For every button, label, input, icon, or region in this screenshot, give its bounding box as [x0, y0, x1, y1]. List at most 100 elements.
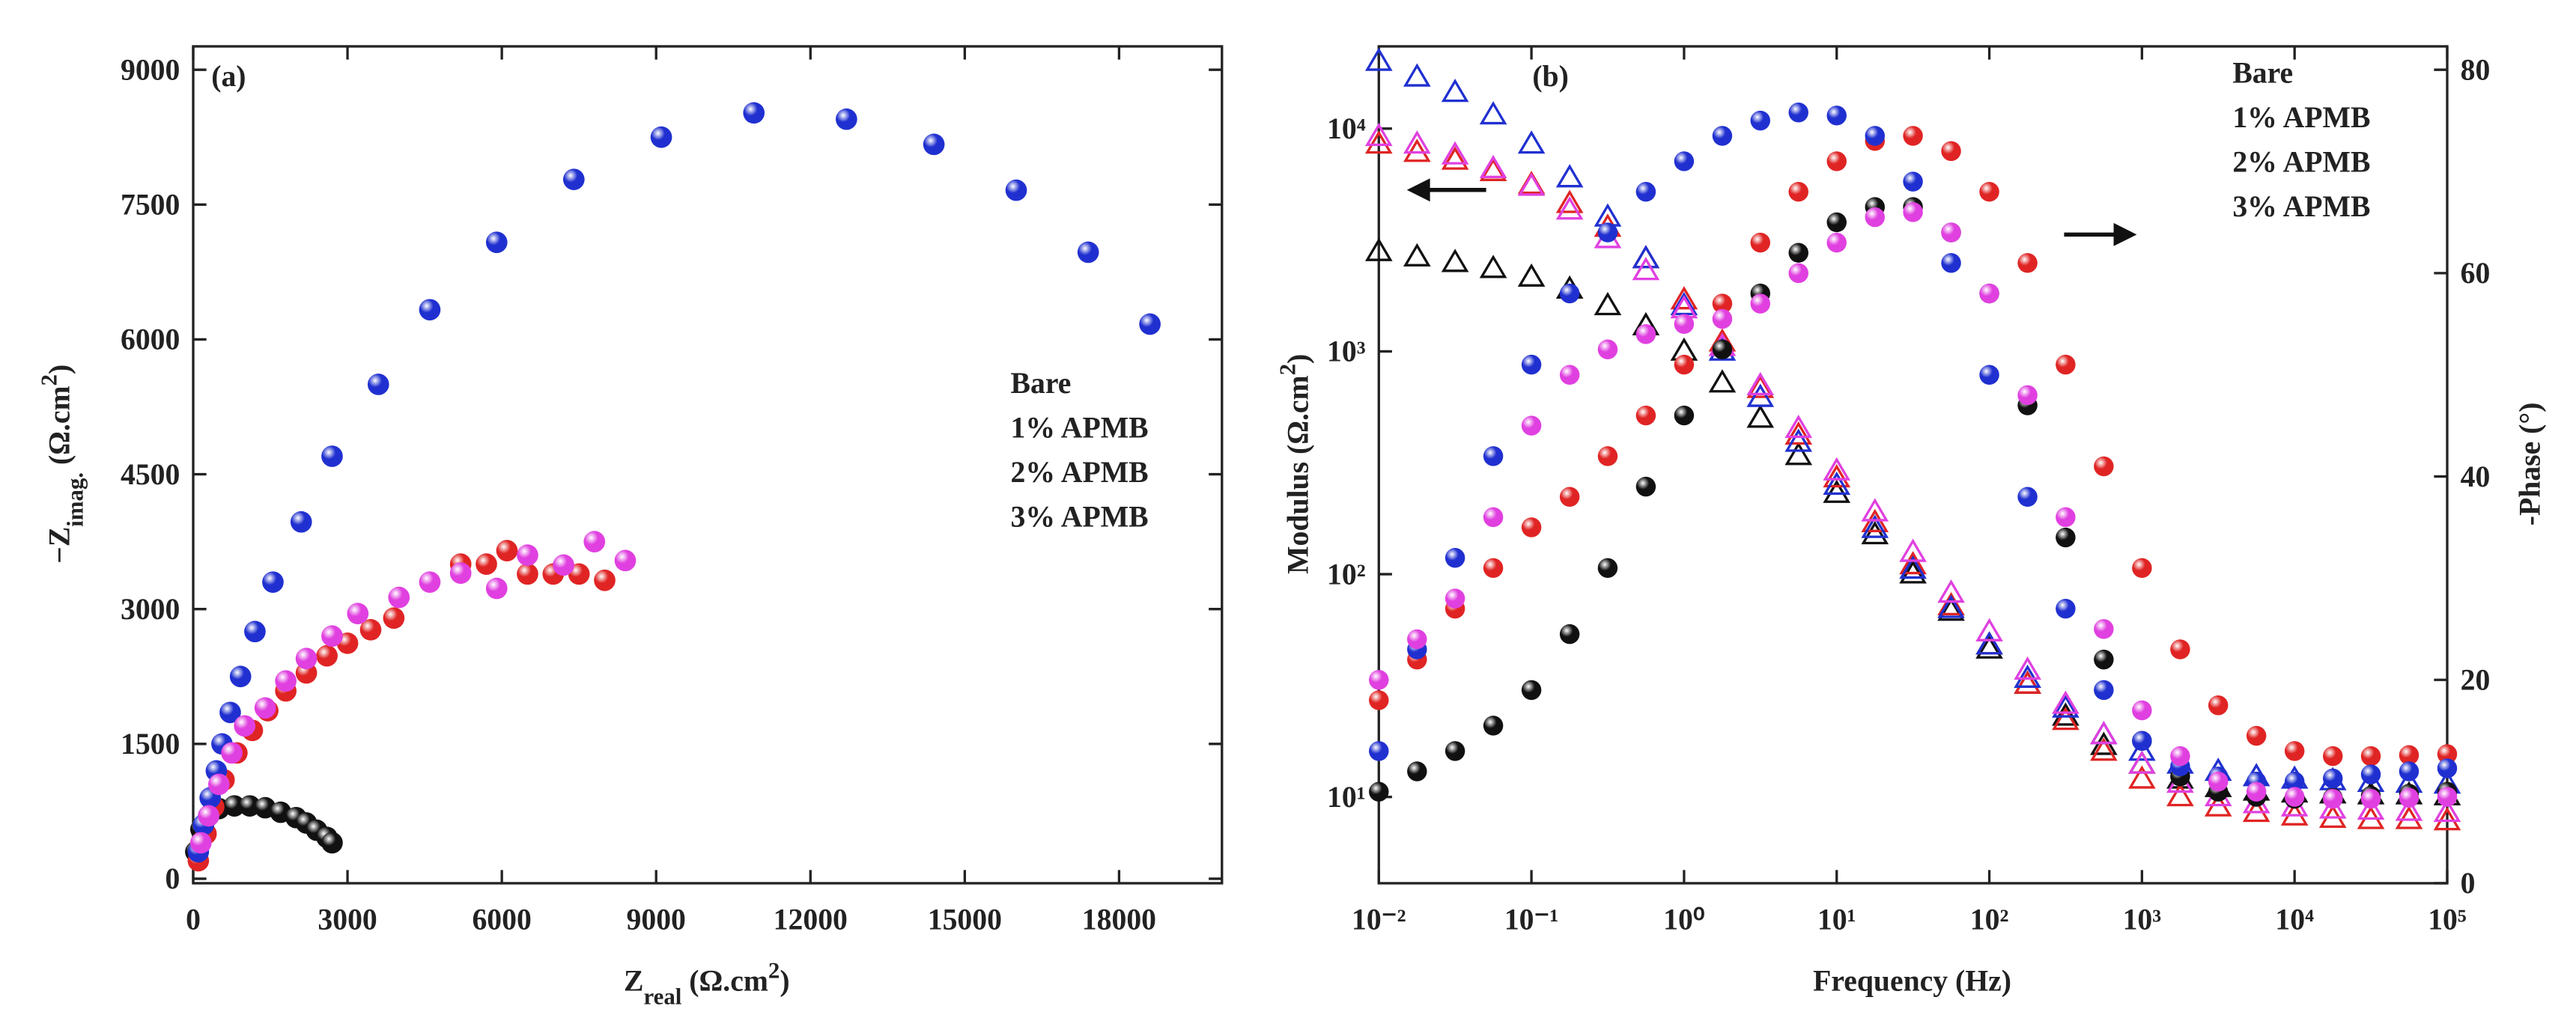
data-point	[485, 577, 508, 600]
axis-label-part: Z	[624, 964, 643, 997]
phase-point	[1941, 222, 1961, 243]
modulus-point	[2014, 656, 2041, 680]
y-tick-label: 10¹	[1327, 781, 1366, 814]
x-tick-label: 9000	[627, 903, 686, 936]
phase-point	[2094, 649, 2114, 670]
modulus-point	[1975, 618, 2003, 642]
phase-point	[1407, 761, 1427, 781]
y2-tick-label: 20	[2461, 663, 2491, 696]
data-point	[321, 445, 343, 467]
modulus-point	[2128, 737, 2156, 761]
phase-point	[2208, 695, 2229, 716]
panel: 10⁻² 10⁻¹ 10⁰ 10¹ 10² 10³ 10⁴ 10⁵ 10¹ 10² 10³ 10⁴ 0 2…	[1274, 45, 2546, 997]
phase-point	[2246, 725, 2267, 746]
phase-point	[2437, 744, 2458, 764]
data-point	[743, 102, 765, 124]
data-point	[367, 374, 389, 395]
phase-point	[2399, 787, 2419, 808]
phase-point	[1826, 151, 1847, 171]
modulus-point	[2395, 805, 2423, 829]
data-point	[254, 697, 276, 719]
data-point	[449, 562, 472, 584]
modulus-point	[1670, 292, 1698, 316]
modulus-point	[1594, 292, 1622, 316]
modulus-point	[1555, 196, 1584, 220]
data-point	[1139, 313, 1161, 335]
phase-point	[2437, 787, 2458, 807]
modulus-point	[1364, 130, 1393, 154]
modulus-point	[1861, 514, 1889, 538]
legend-entry: 1% APMB	[1011, 412, 1149, 445]
phase-point	[1674, 151, 1695, 171]
legend-entry: 3% APMB	[1011, 501, 1149, 534]
data-point	[221, 742, 243, 764]
modulus-point	[1937, 579, 1965, 603]
modulus-point	[1746, 404, 1775, 428]
phase-point	[2437, 758, 2458, 778]
phase-point	[1521, 517, 1542, 537]
axis-label-part: )	[780, 964, 789, 997]
x-tick-label: 10³	[2123, 903, 2162, 936]
phase-point	[1674, 354, 1695, 375]
x-tick-label: 10⁵	[2428, 903, 2467, 936]
modulus-point	[2128, 750, 2156, 774]
modulus-point	[1403, 130, 1431, 154]
phase-point	[1559, 283, 1580, 304]
y-axis-label: Modulus (Ω.cm2)	[1274, 354, 1314, 574]
data-point	[517, 563, 538, 585]
x-axis-label: Frequency (Hz)	[1813, 964, 2011, 997]
data-point	[594, 569, 616, 591]
modulus-point	[1517, 263, 1546, 287]
data-point	[316, 644, 338, 667]
y-tick-label: 0	[165, 862, 180, 895]
data-point	[290, 511, 312, 533]
modulus-point	[2090, 721, 2118, 745]
phase-point	[1559, 365, 1580, 385]
phase-point	[2017, 253, 2038, 273]
phase-point	[2246, 781, 2267, 802]
y2-tick-label: 60	[2461, 257, 2491, 290]
data-point	[347, 603, 369, 625]
legend-entry: Bare	[1011, 367, 1072, 400]
phase-point	[1521, 354, 1542, 375]
phase-point	[2399, 761, 2419, 781]
data-point	[1077, 241, 1099, 263]
phase-point	[2399, 745, 2419, 766]
modulus-point	[1861, 520, 1889, 545]
data-point	[295, 647, 318, 670]
phase-point	[2284, 741, 2305, 761]
x-tick-label: 10⁻²	[1352, 903, 1406, 936]
modulus-point	[1899, 551, 1927, 575]
phase-point	[2017, 487, 2038, 507]
x-tick-label: 12000	[774, 903, 848, 936]
modulus-point	[1479, 154, 1507, 179]
modulus-point	[1784, 442, 1813, 466]
data-point	[562, 168, 585, 191]
data-point	[198, 805, 219, 827]
modulus-point	[1937, 591, 1965, 616]
phase-point	[1597, 339, 1618, 359]
phase-point	[2170, 746, 2190, 767]
modulus-point	[1479, 157, 1507, 181]
modulus-point	[1746, 371, 1775, 396]
modulus-point	[2318, 795, 2347, 819]
x-tick-label: 6000	[472, 903, 531, 936]
arrow-right-head	[2113, 222, 2137, 246]
modulus-point	[2357, 796, 2385, 820]
y-tick-label: 10³	[1327, 335, 1366, 368]
modulus-point	[1441, 79, 1469, 103]
modulus-point	[1937, 597, 1965, 621]
data-point	[419, 299, 441, 321]
x-tick-label: 10¹	[1817, 903, 1856, 936]
phase-point	[1369, 781, 1389, 802]
modulus-point	[2052, 707, 2080, 731]
x-tick-label: 0	[186, 903, 201, 936]
data-point	[244, 621, 266, 643]
data-point	[388, 586, 410, 609]
modulus-point	[1441, 249, 1469, 272]
y2-axis-label: -Phase (°)	[2513, 403, 2546, 526]
modulus-point	[1746, 383, 1775, 407]
phase-point	[1750, 110, 1770, 131]
modulus-point	[1975, 631, 2003, 655]
